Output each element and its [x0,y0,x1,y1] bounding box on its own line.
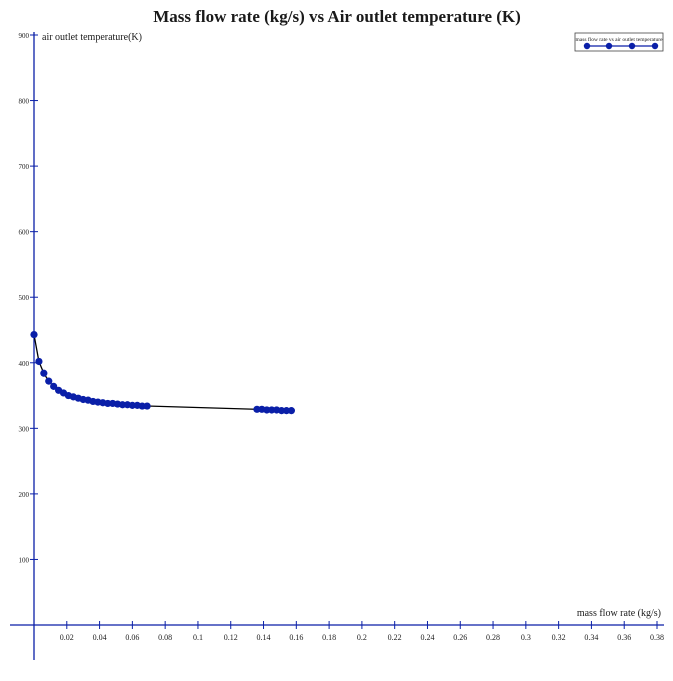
x-tick-label: 0.32 [552,633,566,642]
y-tick-label: 800 [19,98,30,106]
y-tick-label: 600 [19,229,30,237]
x-tick-label: 0.08 [158,633,172,642]
legend-marker-3 [628,42,636,50]
x-tick-label: 0.06 [125,633,139,642]
y-tick-label: 400 [19,360,30,368]
x-tick-label: 0.34 [584,633,598,642]
x-tick-label: 0.22 [388,633,402,642]
data-point [104,399,112,408]
x-tick-label: 0.2 [357,633,367,642]
data-point [282,407,291,415]
x-axis-label: mass flow rate (kg/s) [577,608,661,619]
y-axis-ticks: 100 200 300 400 500 600 700 800 900 [19,32,38,564]
y-tick-label: 900 [19,32,30,40]
data-point [268,406,276,414]
y-tick-label: 500 [19,294,30,302]
x-tick-label: 0.18 [322,633,336,642]
legend-marker-1 [583,42,591,50]
data-point [263,406,271,414]
y-tick-label: 100 [19,556,30,564]
chart-title: Mass flow rate (kg/s) vs Air outlet temp… [153,7,521,26]
y-axis-label: air outlet temperature(K) [42,32,142,43]
x-tick-label: 0.3 [521,633,531,642]
x-tick-label: 0.14 [257,633,271,642]
legend-marker-2 [605,42,613,50]
x-tick-label: 0.26 [453,633,467,642]
series-layer [30,330,295,415]
plot-area: 0.02 0.04 0.06 0.08 0.1 0.12 0.14 0.16 0.18 0.2 0.… [10,32,664,660]
legend-label: mass flow rate vs air outlet temperature [575,36,663,43]
x-tick-label: 0.04 [93,633,107,642]
data-point [45,377,53,385]
data-point [35,357,43,366]
data-point [128,401,136,409]
y-tick-label: 700 [19,163,30,171]
data-point [40,369,48,377]
x-tick-label: 0.28 [486,633,500,642]
x-tick-label: 0.16 [289,633,303,642]
data-point [30,330,38,339]
x-tick-label: 0.1 [193,633,203,642]
data-point [118,401,127,409]
data-point [143,402,151,410]
data-point [253,405,261,413]
y-tick-label: 200 [19,491,30,499]
data-point [277,407,286,415]
data-point [138,402,146,410]
x-tick-label: 0.12 [224,633,238,642]
y-tick-label: 300 [19,425,30,433]
legend: mass flow rate vs air outlet temperature [574,32,664,52]
x-tick-label: 0.24 [420,633,434,642]
x-tick-label: 0.36 [617,633,631,642]
legend-marker-4 [651,42,659,50]
data-point [50,382,58,390]
x-tick-label: 0.38 [650,633,664,642]
x-axis-ticks: 0.02 0.04 0.06 0.08 0.1 0.12 0.14 0.16 0.18 0.2 0.… [60,621,664,642]
data-point [287,407,295,415]
x-tick-label: 0.02 [60,633,74,642]
